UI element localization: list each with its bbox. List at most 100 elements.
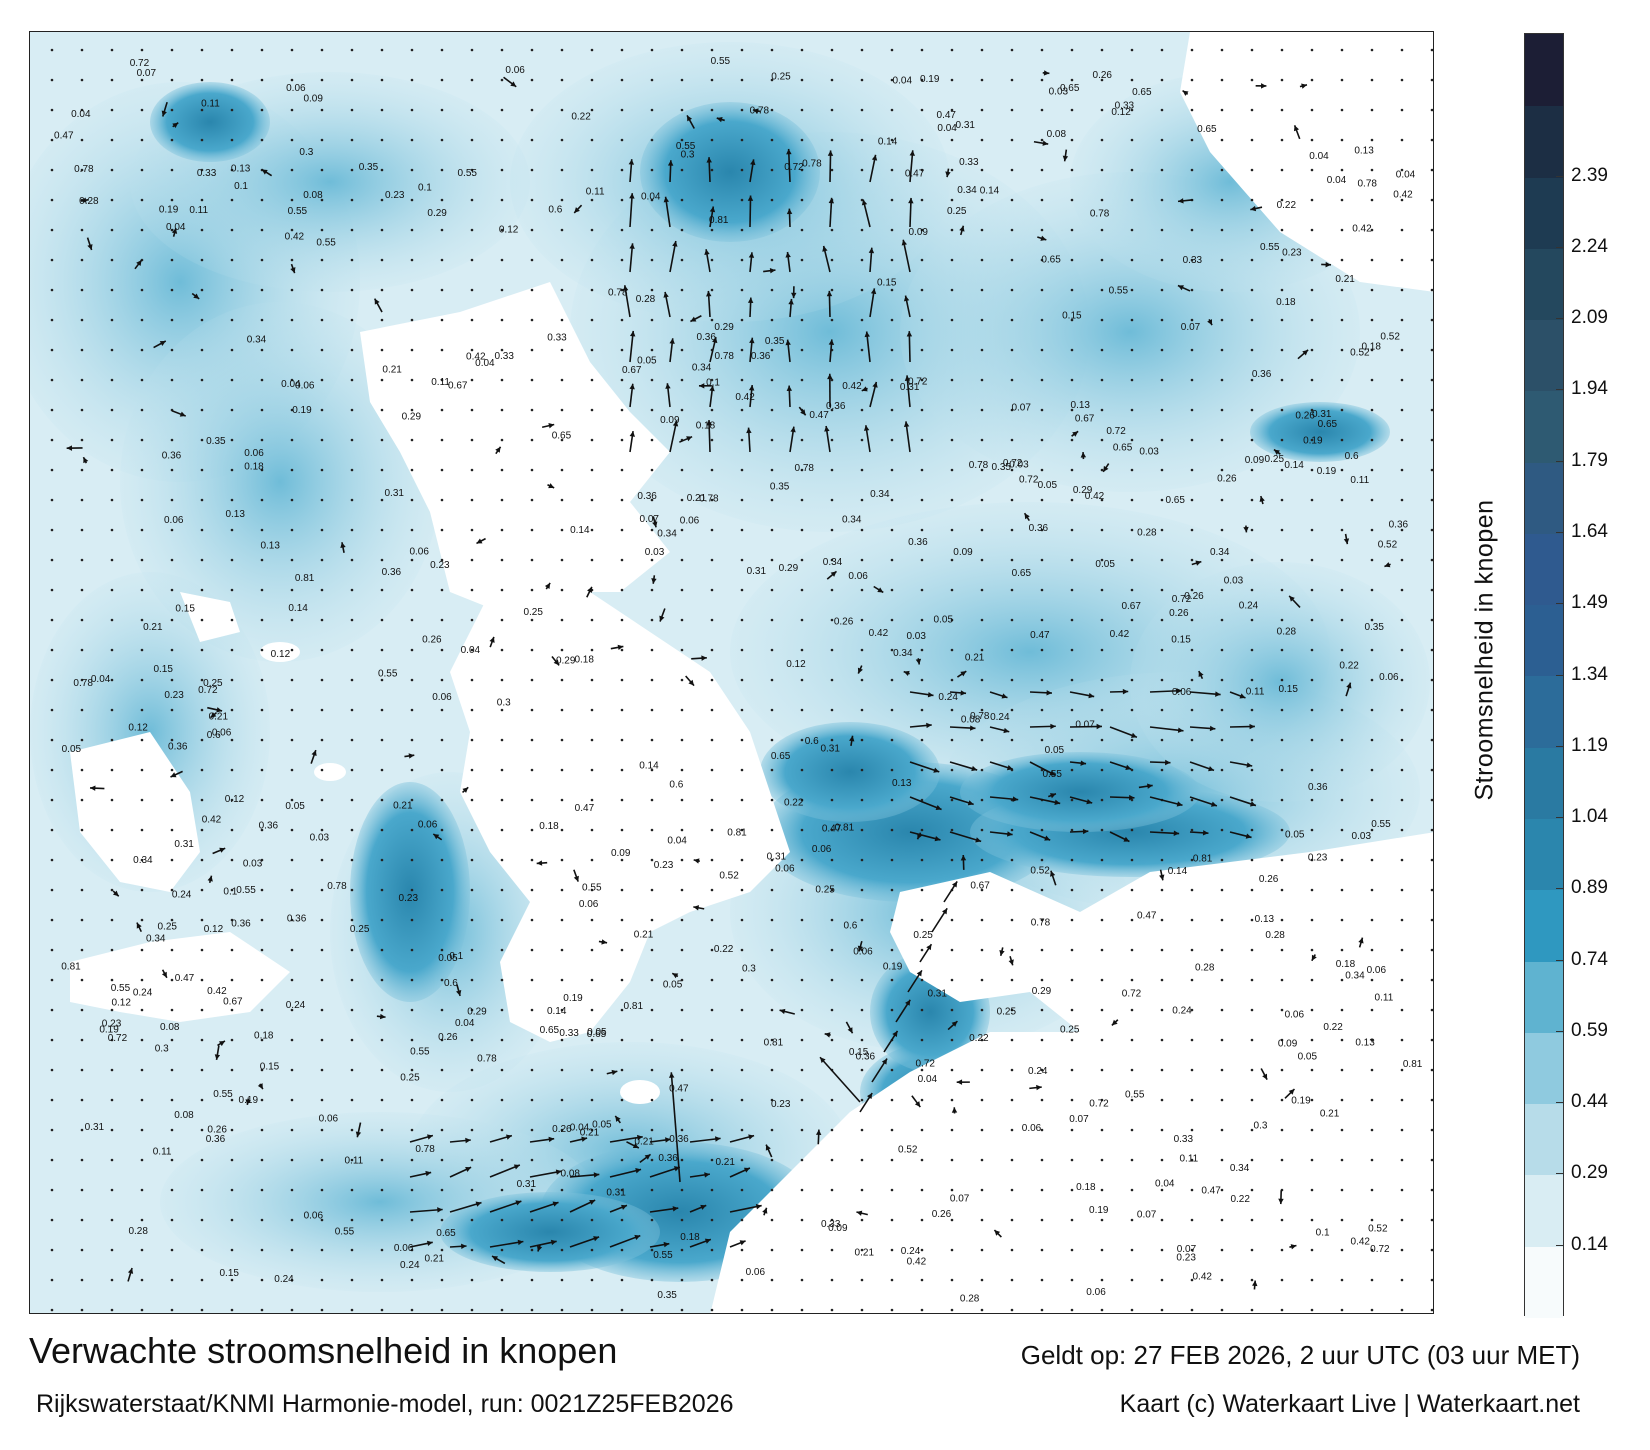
grid-dot xyxy=(350,228,354,232)
grid-dot xyxy=(500,1038,504,1042)
current-arrow xyxy=(679,435,693,443)
grid-dot xyxy=(1430,858,1433,862)
speed-label: 0.25 xyxy=(947,206,967,217)
grid-dot xyxy=(740,348,744,352)
grid-dot xyxy=(710,648,714,652)
grid-dot xyxy=(470,228,474,232)
colorbar-tick xyxy=(1556,1102,1564,1104)
grid-dot xyxy=(80,108,84,112)
arrow-head xyxy=(1122,688,1129,695)
arrow-head xyxy=(951,1021,958,1027)
speed-label: 0.19 xyxy=(1303,435,1323,446)
grid-dot xyxy=(80,438,84,442)
speed-label: 0.14 xyxy=(1284,460,1304,471)
grid-dot xyxy=(830,498,834,502)
grid-dot xyxy=(1340,198,1344,202)
speed-label: 0.14 xyxy=(980,185,1000,196)
grid-dot xyxy=(350,678,354,682)
current-arrow xyxy=(214,1045,221,1061)
current-arrow xyxy=(373,298,383,313)
grid-dot xyxy=(890,48,894,52)
grid-dot xyxy=(770,918,774,922)
grid-dot xyxy=(710,948,714,952)
arrow-head xyxy=(1046,690,1052,696)
grid-dot xyxy=(1250,228,1254,232)
grid-dot xyxy=(350,798,354,802)
grid-dot xyxy=(890,198,894,202)
grid-dot xyxy=(140,1008,144,1012)
grid-dot xyxy=(320,648,324,652)
grid-dot xyxy=(800,1278,804,1282)
arrow-head xyxy=(1249,723,1255,730)
grid-dot xyxy=(1430,738,1433,742)
grid-dot xyxy=(950,768,954,772)
speed-label: 0.18 xyxy=(1276,297,1296,308)
grid-dot xyxy=(920,978,924,982)
speed-label: 0.21 xyxy=(424,1253,444,1264)
colorbar-segment xyxy=(1525,319,1563,392)
grid-dot xyxy=(260,948,264,952)
grid-dot xyxy=(1340,618,1344,622)
grid-dot xyxy=(410,168,414,172)
current-arrow xyxy=(404,753,415,759)
grid-dot xyxy=(1220,588,1224,592)
arrow-head xyxy=(959,225,965,232)
grid-dot xyxy=(260,1308,264,1312)
speed-label: 0.34 xyxy=(657,529,677,540)
arrow-head xyxy=(515,1200,522,1206)
speed-label: 0.81 xyxy=(1193,854,1213,865)
speed-label: 0.24 xyxy=(990,712,1010,723)
grid-dot xyxy=(200,108,204,112)
colorbar-tick-label: 2.39 xyxy=(1571,164,1608,186)
arrow-head xyxy=(824,425,830,432)
grid-dot xyxy=(1040,138,1044,142)
arrow-head xyxy=(1195,560,1202,566)
grid-dot xyxy=(710,1158,714,1162)
grid-dot xyxy=(1130,798,1134,802)
arrow-head xyxy=(629,383,635,390)
grid-dot xyxy=(50,258,54,262)
current-arrow xyxy=(704,249,711,273)
current-arrow xyxy=(989,831,1013,837)
grid-dot xyxy=(470,888,474,892)
arrow-head xyxy=(881,1058,888,1065)
grid-dot xyxy=(530,1068,534,1072)
current-arrow xyxy=(66,445,83,451)
grid-dot xyxy=(860,588,864,592)
current-arrow xyxy=(685,675,695,687)
grid-dot xyxy=(620,618,624,622)
colorbar-segment xyxy=(1525,461,1563,534)
grid-dot xyxy=(680,378,684,382)
grid-dot xyxy=(770,1038,774,1042)
grid-dot xyxy=(80,828,84,832)
current-arrow xyxy=(1189,725,1216,732)
grid-dot xyxy=(470,858,474,862)
grid-dot xyxy=(650,228,654,232)
arrow-head xyxy=(747,297,754,304)
grid-dot xyxy=(1250,78,1254,82)
grid-dot xyxy=(1430,258,1433,262)
grid-dot xyxy=(680,828,684,832)
grid-dot xyxy=(980,978,984,982)
speed-label: 0.06 xyxy=(304,1210,324,1221)
grid-dot xyxy=(260,1068,264,1072)
current-arrow xyxy=(1023,512,1030,522)
grid-dot xyxy=(1430,408,1433,412)
arrow-head xyxy=(706,157,712,163)
grid-dot xyxy=(1430,798,1433,802)
grid-dot xyxy=(1130,1158,1134,1162)
colorbar-segment xyxy=(1525,746,1563,820)
speed-label: 0.72 xyxy=(108,1033,128,1044)
current-arrow xyxy=(340,542,346,553)
grid-dot xyxy=(560,198,564,202)
speed-label: 0.14 xyxy=(547,1006,567,1017)
grid-dot xyxy=(380,438,384,442)
current-map[interactable]: 0.550.810.050.360.310.230.070.280.210.13… xyxy=(30,32,1434,1314)
grid-dot xyxy=(1250,828,1254,832)
grid-dot xyxy=(50,468,54,472)
grid-dot xyxy=(80,768,84,772)
grid-dot xyxy=(800,618,804,622)
grid-dot xyxy=(1100,198,1104,202)
speed-label: 0.36 xyxy=(162,451,182,462)
grid-dot xyxy=(1100,228,1104,232)
